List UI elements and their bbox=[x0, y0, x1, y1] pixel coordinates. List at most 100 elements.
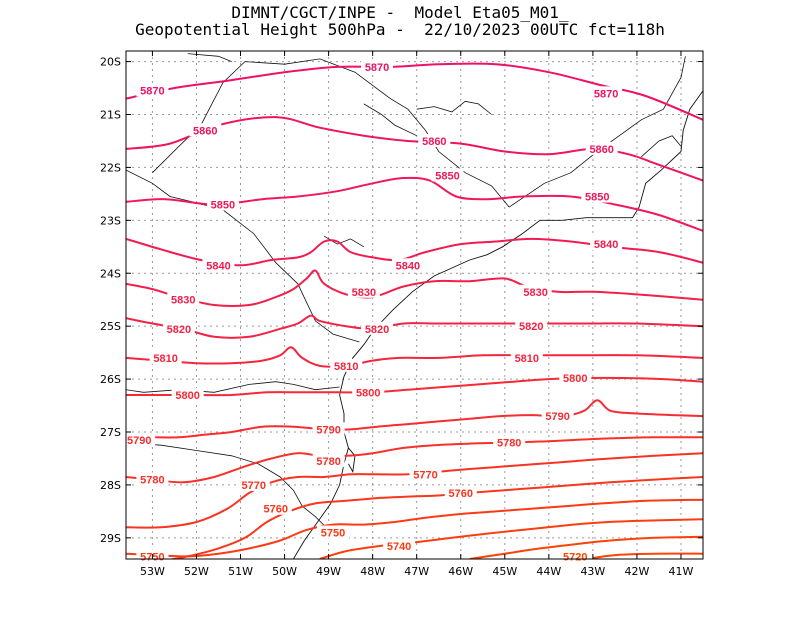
contour-label: 5870 bbox=[594, 88, 618, 100]
state-boundary bbox=[187, 53, 232, 62]
contour-label-bg bbox=[317, 525, 350, 539]
lon-tick-label: 42W bbox=[624, 565, 649, 578]
contour-label-bg bbox=[162, 321, 195, 335]
contour-label-bg bbox=[515, 319, 548, 333]
contour-label-bg bbox=[312, 422, 345, 436]
contour-label-bg bbox=[259, 501, 292, 515]
contour-label-bg bbox=[361, 59, 394, 73]
lat-tick-label: 23S bbox=[100, 214, 121, 227]
lat-tick-label: 29S bbox=[100, 532, 121, 545]
contour-label: 5760 bbox=[449, 488, 473, 500]
lon-tick-label: 43W bbox=[580, 565, 605, 578]
contour-label: 5820 bbox=[365, 324, 389, 336]
contour-5800 bbox=[126, 376, 703, 397]
contour-label: 5840 bbox=[594, 239, 618, 251]
lat-tick-label: 22S bbox=[100, 161, 121, 174]
contour-label-bg bbox=[541, 409, 574, 423]
contour-5760 bbox=[168, 476, 703, 559]
map-title-line2: Geopotential Height 500hPa - 22/10/2023 … bbox=[135, 20, 665, 39]
lon-tick-label: 51W bbox=[228, 565, 253, 578]
map-title-line1: DIMNT/CGCT/INPE - Model Eta05_M01_ bbox=[231, 3, 569, 22]
contour-label-bg bbox=[202, 258, 235, 272]
map-frame bbox=[125, 50, 704, 560]
lat-tick-label: 27S bbox=[100, 426, 121, 439]
contour-label: 5740 bbox=[387, 541, 411, 553]
reservoir-outline bbox=[363, 103, 417, 137]
contour-label: 5870 bbox=[365, 62, 389, 74]
contour-label-bg bbox=[189, 123, 222, 137]
contour-5720 bbox=[592, 552, 703, 559]
contour-label: 5850 bbox=[435, 170, 459, 182]
contour-label: 5820 bbox=[519, 321, 543, 333]
contour-label-bg bbox=[347, 284, 380, 298]
map-title: DIMNT/CGCT/INPE - Model Eta05_M01_ Geopo… bbox=[0, 4, 800, 38]
contour-label-bg bbox=[352, 385, 385, 399]
contour-label-bg bbox=[510, 350, 543, 364]
contour-label: 5790 bbox=[545, 411, 569, 423]
contour-label: 5830 bbox=[171, 295, 195, 307]
contour-5820 bbox=[126, 314, 703, 339]
contour-label: 5850 bbox=[211, 199, 235, 211]
contour-label-bg bbox=[418, 133, 451, 147]
contour-label: 5770 bbox=[413, 469, 437, 481]
contour-5740 bbox=[319, 518, 703, 559]
lon-tick-label: 53W bbox=[140, 565, 165, 578]
contour-label: 5720 bbox=[563, 551, 587, 563]
contour-label: 5800 bbox=[563, 373, 587, 385]
contour-label-bg bbox=[149, 350, 182, 364]
contour-label-bg bbox=[493, 435, 526, 449]
contour-label-bg bbox=[391, 258, 424, 272]
contour-5830 bbox=[126, 269, 703, 307]
contour-label-bg bbox=[519, 284, 552, 298]
lat-tick-label: 24S bbox=[100, 267, 121, 280]
contour-label: 5810 bbox=[153, 353, 177, 365]
reservoir-outline bbox=[323, 235, 365, 248]
contour-5810 bbox=[126, 346, 703, 368]
axis-ticks: 53W 52W 51W 50W 49W 48W 47W 46W 45W 44W 43W 42W 41W 2… bbox=[100, 51, 703, 578]
lon-tick-label: 47W bbox=[404, 565, 429, 578]
coastline bbox=[348, 447, 356, 474]
state-boundary bbox=[126, 442, 329, 531]
contour-label: 5860 bbox=[193, 125, 217, 137]
contour-label: 5760 bbox=[264, 504, 288, 516]
lon-tick-label: 41W bbox=[669, 565, 694, 578]
contour-label: 5850 bbox=[585, 192, 609, 204]
contour-5840 bbox=[126, 237, 703, 267]
lat-tick-label: 20S bbox=[100, 56, 121, 69]
lat-tick-label: 25S bbox=[100, 320, 121, 333]
contour-label: 5750 bbox=[321, 528, 345, 540]
contour-label-bg bbox=[590, 237, 623, 251]
contour-label: 5800 bbox=[356, 387, 380, 399]
contour-label-bg bbox=[585, 141, 618, 155]
contour-5780 bbox=[126, 436, 703, 484]
contour-5730 bbox=[469, 535, 703, 559]
contour-labels: 5870 5870 5870 5860 5860 5860 5850 5850 5850 5840… bbox=[123, 59, 623, 563]
contour-label: 5810 bbox=[334, 361, 358, 373]
lat-tick-label: 28S bbox=[100, 479, 121, 492]
contour-label-bg bbox=[171, 387, 204, 401]
state-boundary bbox=[152, 58, 510, 208]
state-boundary bbox=[126, 169, 360, 343]
contour-label-bg bbox=[409, 467, 442, 481]
contour-label: 5780 bbox=[140, 475, 164, 487]
contour-label-bg bbox=[312, 454, 345, 468]
state-boundary bbox=[126, 381, 340, 393]
contour-label: 5870 bbox=[140, 86, 164, 98]
height-contours bbox=[126, 62, 703, 559]
lon-tick-label: 48W bbox=[360, 565, 385, 578]
contour-label: 5780 bbox=[316, 456, 340, 468]
contour-label-bg bbox=[123, 432, 156, 446]
contour-label-bg bbox=[136, 472, 169, 486]
contour-label: 5840 bbox=[396, 260, 420, 272]
contour-label-bg bbox=[136, 83, 169, 97]
lon-tick-label: 46W bbox=[448, 565, 473, 578]
contour-label-bg bbox=[581, 189, 614, 203]
contour-label-bg bbox=[444, 485, 477, 499]
contour-label: 5820 bbox=[167, 324, 191, 336]
contour-label: 5800 bbox=[175, 390, 199, 402]
contour-5870 bbox=[126, 62, 703, 121]
lat-tick-label: 21S bbox=[100, 109, 121, 122]
contour-label-bg bbox=[590, 86, 623, 100]
contour-label: 5790 bbox=[316, 424, 340, 436]
